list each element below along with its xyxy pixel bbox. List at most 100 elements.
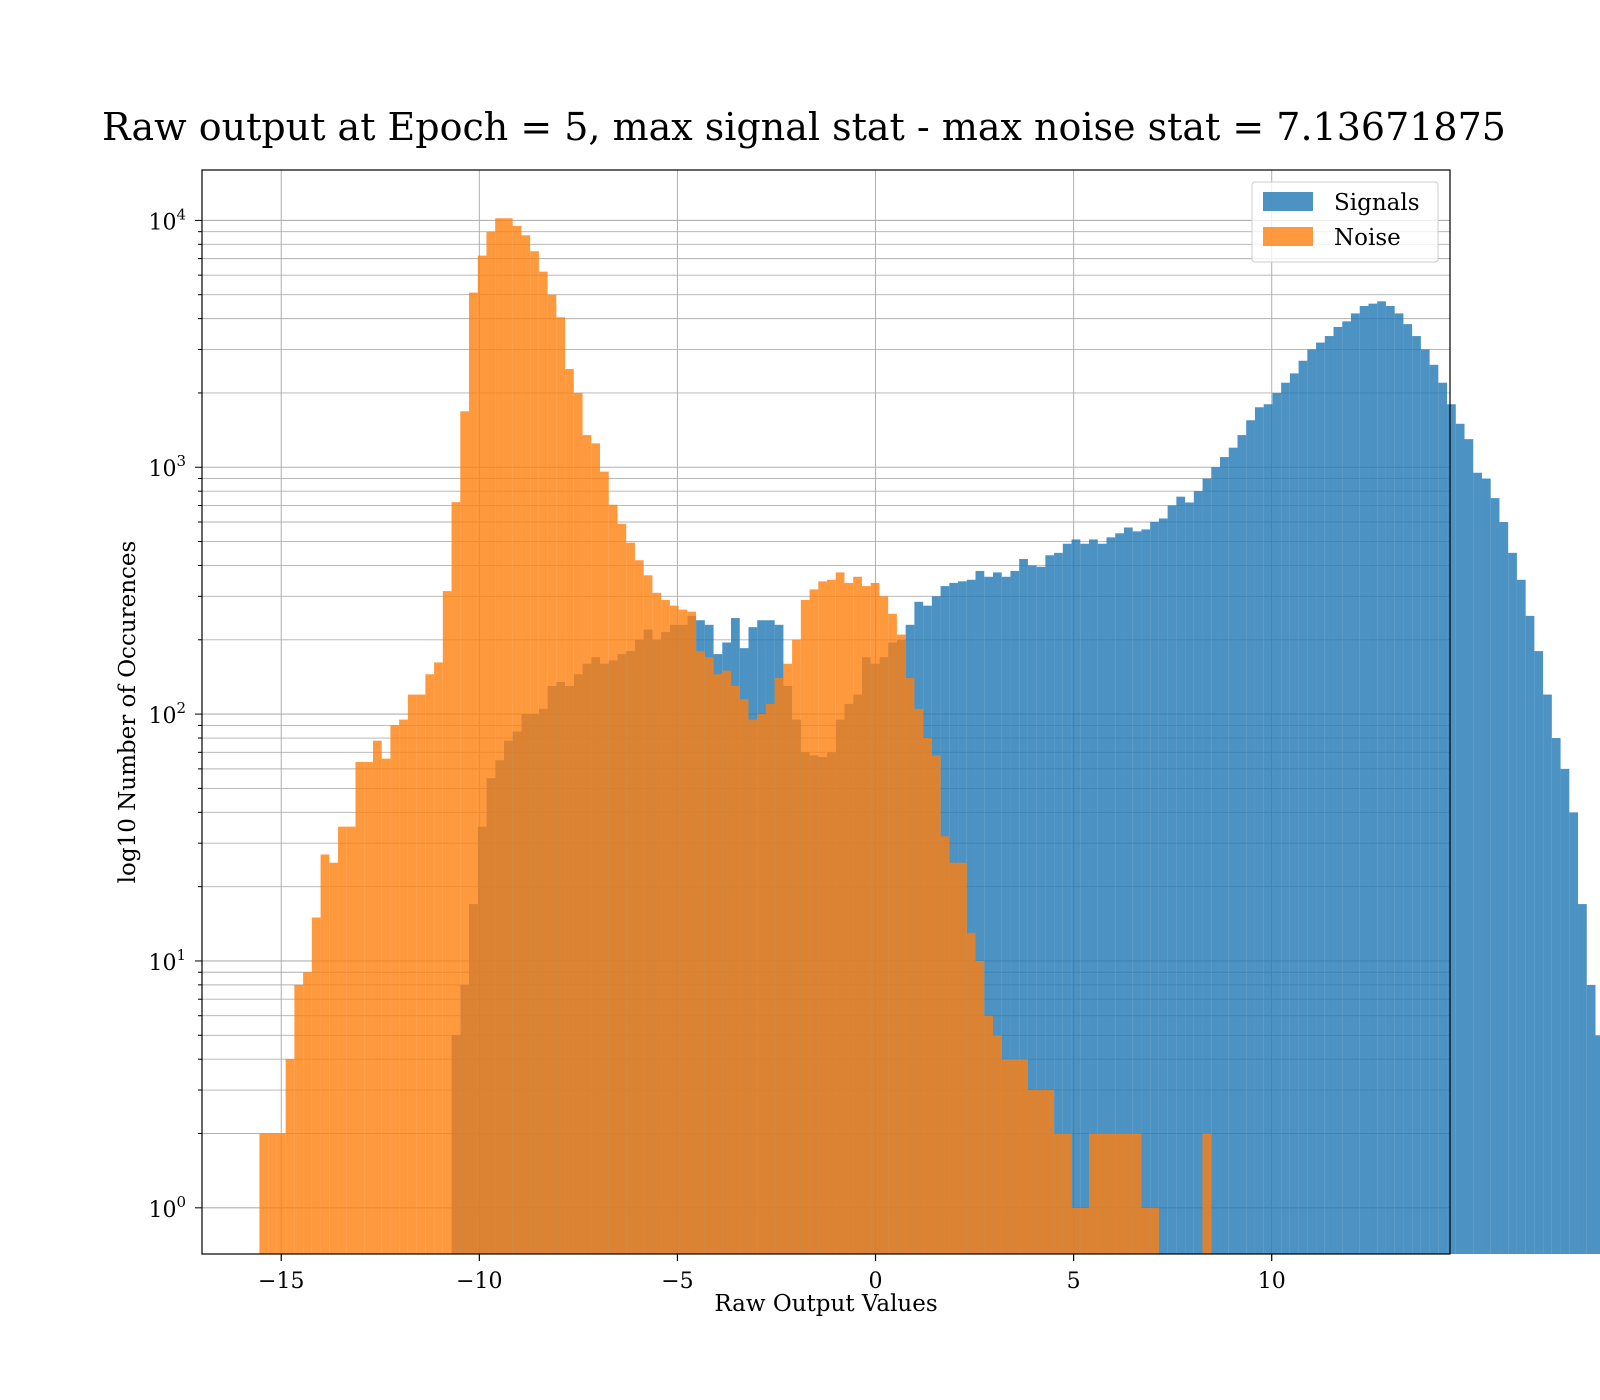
noise-bar (853, 576, 862, 1254)
noise-bar (434, 662, 443, 1254)
noise-bar (303, 972, 312, 1254)
noise-bar (1141, 1207, 1151, 1254)
signals-bar (1045, 555, 1055, 1254)
noise-bar (861, 586, 871, 1254)
signals-bar (1298, 360, 1308, 1254)
signals-bar (1377, 301, 1386, 1254)
noise-bar (495, 218, 504, 1255)
signals-bar (1141, 529, 1151, 1254)
histogram-bars (259, 218, 1600, 1255)
signals-bar (1027, 565, 1037, 1254)
signals-bar (1534, 651, 1544, 1254)
noise-bar (1062, 1133, 1072, 1254)
noise-bar (748, 719, 758, 1254)
noise-bar (1115, 1133, 1124, 1254)
noise-bar (1202, 1133, 1212, 1254)
signals-bar (1307, 349, 1317, 1254)
noise-bar (783, 663, 793, 1254)
noise-bar (599, 471, 609, 1254)
noise-bar (460, 411, 470, 1255)
noise-bar (696, 651, 705, 1254)
noise-bar (888, 613, 897, 1254)
noise-bar (669, 605, 679, 1254)
signals-bar (1150, 522, 1159, 1254)
signals-bar (1237, 435, 1247, 1254)
noise-bar (364, 761, 373, 1254)
noise-bar (521, 235, 531, 1254)
signals-bar (1447, 404, 1456, 1254)
noise-bar (608, 504, 618, 1254)
signals-bar (1543, 694, 1552, 1254)
noise-bar (992, 1035, 1002, 1254)
noise-bar (774, 678, 784, 1254)
noise-bar (1106, 1133, 1116, 1254)
noise-bar (1045, 1090, 1055, 1254)
signals-bar (1385, 305, 1395, 1254)
noise-bar (268, 1133, 277, 1254)
noise-bar (1132, 1133, 1142, 1254)
noise-bar (381, 758, 391, 1254)
x-tick-label: −5 (661, 1269, 693, 1294)
legend-signals-label: Signals (1334, 190, 1420, 216)
noise-bar (294, 984, 304, 1254)
x-tick-label: 10 (1258, 1269, 1286, 1294)
noise-bar (556, 317, 566, 1255)
noise-bar (870, 582, 880, 1254)
signals-bar (1525, 615, 1535, 1254)
noise-bar (800, 599, 810, 1254)
signals-bar (1595, 1035, 1600, 1254)
noise-bar (451, 502, 461, 1254)
noise-bar (765, 703, 775, 1254)
noise-bar (1071, 1207, 1081, 1254)
noise-bar (958, 862, 967, 1254)
noise-bar (320, 854, 330, 1254)
signals-bar (1481, 478, 1491, 1254)
noise-bar (730, 685, 740, 1254)
noise-bar (722, 670, 731, 1254)
signals-bar (1438, 382, 1448, 1254)
noise-bar (1027, 1090, 1037, 1254)
signals-bar (1551, 738, 1561, 1254)
signals-bar (1176, 496, 1186, 1254)
signals-bar (1054, 552, 1063, 1254)
x-tick-label: −10 (456, 1269, 502, 1294)
noise-bar (512, 225, 522, 1254)
y-tick-label: 104 (148, 205, 186, 235)
noise-bar (966, 932, 976, 1254)
signals-bar (1132, 531, 1142, 1254)
noise-bar (338, 826, 347, 1254)
signals-bar (1080, 543, 1090, 1254)
y-tick-label: 103 (148, 452, 186, 482)
signals-bar (1560, 768, 1570, 1254)
chart-title: Raw output at Epoch = 5, max signal stat… (102, 105, 1506, 149)
signals-bar (1578, 904, 1587, 1254)
signals-bar (1167, 505, 1177, 1255)
noise-bar (643, 575, 653, 1254)
noise-bar (530, 251, 539, 1254)
signals-bar (1185, 502, 1194, 1255)
signals-bar (1062, 543, 1072, 1254)
legend-noise-label: Noise (1334, 225, 1401, 251)
noise-bar (329, 862, 339, 1254)
signals-bar (1403, 324, 1413, 1254)
noise-bar (477, 255, 487, 1254)
signals-bar (1115, 533, 1124, 1254)
signals-bar (1569, 812, 1579, 1254)
noise-bar (617, 523, 627, 1254)
noise-bar (905, 678, 915, 1254)
signals-bar (1508, 552, 1517, 1254)
signals-bar (1464, 439, 1474, 1255)
signals-bar (1071, 539, 1081, 1254)
noise-bar (931, 755, 941, 1254)
noise-bar (573, 392, 583, 1254)
series-noise (259, 218, 1212, 1255)
noise-bar (818, 581, 828, 1254)
signals-bar (1246, 420, 1255, 1254)
noise-bar (1123, 1133, 1133, 1254)
y-tick-label: 101 (148, 946, 186, 976)
noise-bar (634, 560, 644, 1254)
x-axis-ticks: −15 −10 −5 0 5 10 (258, 1254, 1286, 1294)
signals-bar (966, 579, 976, 1254)
noise-bar (687, 611, 697, 1254)
signals-bar (1368, 303, 1378, 1254)
